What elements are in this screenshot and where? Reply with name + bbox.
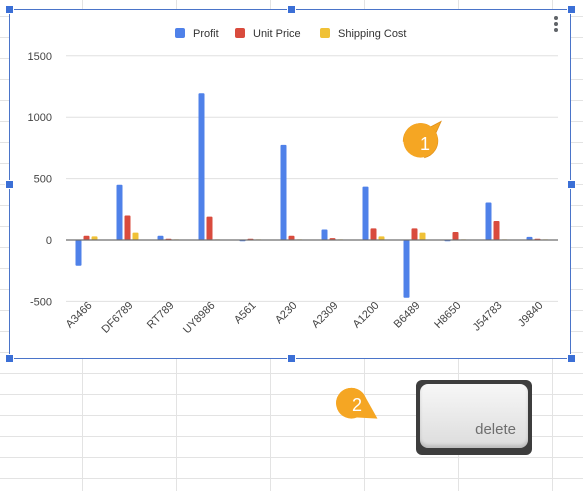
bar-unit-price-uy8986 (206, 216, 213, 240)
bar-profit-rt789 (157, 235, 164, 240)
y-tick-label: 1500 (28, 51, 52, 63)
x-tick-label: A3466 (64, 300, 95, 331)
y-tick-label: 1000 (28, 112, 52, 124)
x-tick-label: UY8986 (181, 300, 218, 337)
bar-profit-a3466 (75, 240, 82, 266)
resize-handle-middle-right[interactable] (567, 180, 576, 189)
callout-badge-2 (336, 387, 378, 419)
bar-profit-b6489 (403, 240, 410, 298)
resize-handle-bottom-right[interactable] (567, 354, 576, 363)
callout-badge-1 (402, 120, 442, 159)
resize-handle-bottom-left[interactable] (5, 354, 14, 363)
resize-handle-bottom-center[interactable] (287, 354, 296, 363)
legend-swatch-shipping-cost (320, 28, 330, 38)
bar-profit-df6789 (116, 184, 123, 240)
chart-gridlines (66, 55, 558, 302)
delete-key-image: delete (416, 380, 532, 455)
legend-label: Shipping Cost (338, 28, 407, 40)
bar-profit-a1200 (362, 186, 369, 240)
callout-label-1: 1 (419, 134, 430, 154)
bar-unit-price-h8650 (452, 232, 459, 240)
bar-profit-j54783 (485, 202, 492, 240)
y-tick-label: -500 (30, 296, 52, 308)
callout-label-2: 2 (351, 395, 362, 415)
x-tick-label: DF6789 (99, 300, 135, 336)
bar-shipping-cost-b6489 (419, 232, 426, 240)
bar-unit-price-b6489 (411, 228, 418, 240)
bar-unit-price-a230 (288, 235, 295, 240)
chart-bars (75, 93, 549, 298)
x-tick-label: H8650 (432, 300, 463, 331)
resize-handle-top-center[interactable] (287, 5, 296, 14)
chart-container[interactable]: Profit Unit Price Shipping Cost 1500 1000 50… (9, 9, 571, 359)
more-vert-icon[interactable] (551, 16, 561, 38)
x-tick-label: A561 (232, 300, 259, 327)
bar-profit-a230 (280, 144, 287, 240)
bar-profit-a2309 (321, 229, 328, 240)
bar-shipping-cost-df6789 (132, 232, 139, 240)
resize-handle-middle-left[interactable] (5, 180, 14, 189)
x-tick-label: B6489 (392, 300, 423, 331)
chart-legend: Profit Unit Price Shipping Cost (175, 28, 407, 40)
x-axis-ticks: A3466 DF6789 RT789 UY8986 A561 A230 A2309 A1200… (64, 300, 546, 337)
y-tick-label: 0 (46, 235, 52, 247)
x-tick-label: A1200 (351, 300, 382, 331)
bar-unit-price-j54783 (493, 220, 500, 240)
x-tick-label: A230 (273, 300, 300, 327)
delete-key-cap: delete (420, 384, 528, 448)
legend-label: Profit (193, 28, 219, 40)
bar-shipping-cost-a3466 (91, 236, 98, 240)
y-axis-ticks: 1500 1000 500 0 -500 (28, 51, 52, 309)
bar-profit-uy8986 (198, 93, 205, 240)
bar-shipping-cost-a1200 (378, 236, 385, 240)
bar-unit-price-a3466 (83, 235, 90, 240)
resize-handle-top-left[interactable] (5, 5, 14, 14)
resize-handle-top-right[interactable] (567, 5, 576, 14)
legend-label: Unit Price (253, 28, 301, 40)
x-tick-label: A2309 (310, 300, 341, 331)
legend-swatch-profit (175, 28, 185, 38)
x-tick-label: RT789 (145, 300, 177, 332)
bar-unit-price-a1200 (370, 228, 377, 240)
legend-swatch-unit-price (235, 28, 245, 38)
delete-key-label: delete (475, 421, 516, 438)
y-tick-label: 500 (34, 174, 52, 186)
x-tick-label: J54783 (471, 300, 505, 334)
x-tick-label: J9840 (516, 300, 546, 330)
bar-unit-price-df6789 (124, 215, 131, 240)
bar-chart[interactable]: Profit Unit Price Shipping Cost 1500 1000 50… (10, 10, 570, 358)
bar-profit-j9840 (526, 236, 533, 240)
